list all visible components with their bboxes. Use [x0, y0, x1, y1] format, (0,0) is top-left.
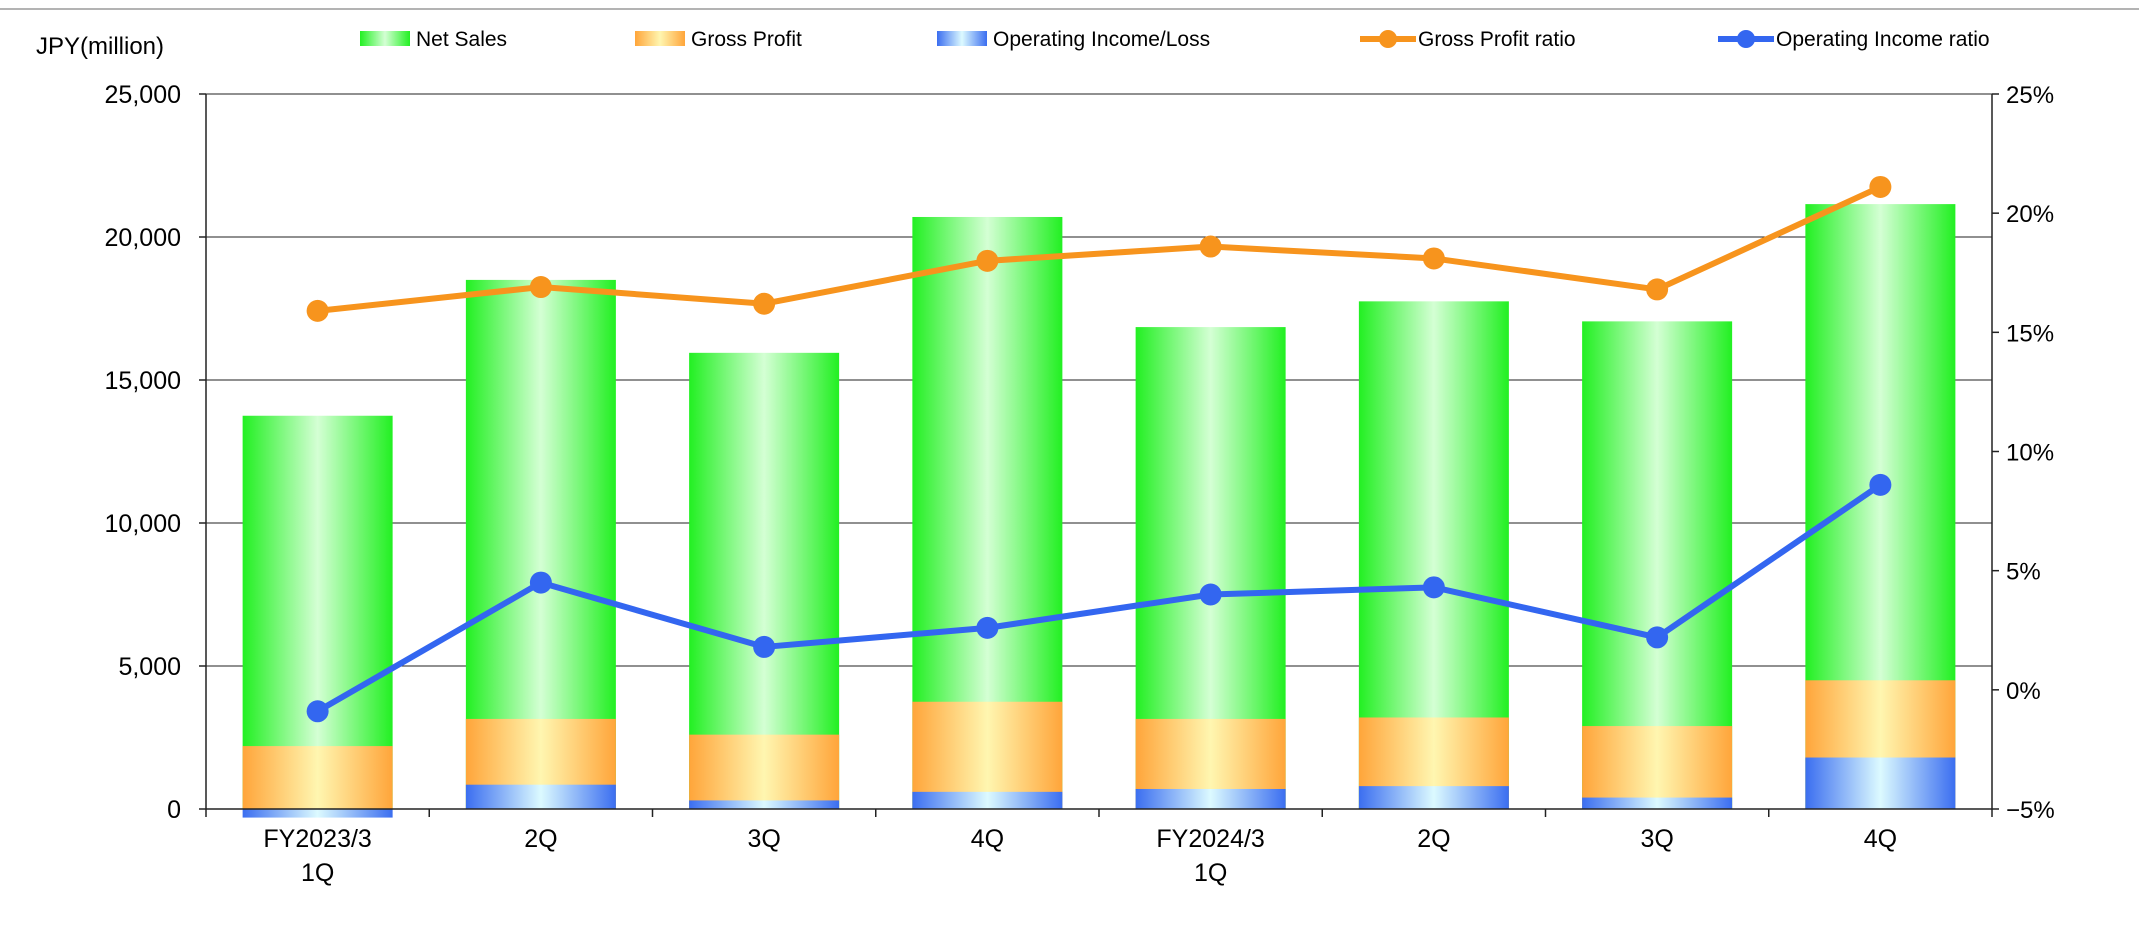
legend-label: Net Sales [416, 28, 507, 51]
legend: Net Sales Gross Profit Operating Income/Lo… [360, 28, 1990, 51]
left-tick-label: 20,000 [105, 224, 181, 252]
right-tick-label: 5% [2006, 559, 2041, 586]
net-sales-bar [242, 415, 393, 809]
operating-income-ratio-point [1869, 473, 1892, 496]
operating-income-ratio-point [529, 571, 552, 594]
operating-income-ratio-line [316, 482, 1883, 714]
right-tick-label: 0% [2006, 678, 2041, 705]
x-tick-label: 1Q [1194, 859, 1227, 887]
legend-marker [1379, 30, 1397, 48]
operating-income-ratio-point [1422, 576, 1445, 599]
legend-label: Operating Income/Loss [993, 28, 1210, 51]
gross-profit-ratio-point [976, 249, 999, 272]
ratio-lines [306, 175, 1892, 723]
x-tick-label: 4Q [971, 825, 1004, 853]
x-tick-label: 1Q [301, 859, 334, 887]
left-tick-label: 15,000 [105, 367, 181, 395]
net-sales-bar [689, 352, 840, 809]
gross-profit-ratio-point [1646, 278, 1669, 301]
right-tick-label: 20% [2006, 201, 2054, 228]
legend-swatch [635, 31, 685, 46]
operating-income-ratio-point [976, 616, 999, 639]
gross-profit-bar [1582, 726, 1733, 809]
legend-swatch [360, 31, 410, 46]
x-tick-label: 3Q [1640, 825, 1673, 853]
x-tick-label: 2Q [1417, 825, 1450, 853]
x-tick-label: 3Q [747, 825, 780, 853]
operating-income-bar [689, 800, 840, 809]
legend-label: Gross Profit ratio [1418, 28, 1576, 51]
bars [242, 204, 1956, 818]
x-tick-label: 2Q [524, 825, 557, 853]
operating-income-bar [1358, 786, 1509, 809]
left-tick-label: 5,000 [118, 653, 181, 681]
operating-income-bar [1582, 797, 1733, 809]
right-tick-label: −5% [2006, 797, 2055, 824]
gross-profit-bar [689, 734, 840, 809]
x-tick-label: FY2024/3 [1156, 825, 1264, 853]
gross-profit-ratio-line [317, 184, 1882, 314]
x-tick-label: 4Q [1864, 825, 1897, 853]
operating-income-ratio-point [753, 635, 776, 658]
right-tick-label: 15% [2006, 320, 2054, 347]
gross-profit-ratio-point [1422, 247, 1445, 270]
gross-profit-ratio-point [529, 276, 552, 299]
axes: 0 5,000 10,000 15,000 20,000 25,000 −5% 0% 5% 10%… [105, 81, 2055, 887]
gross-profit-ratio-point [753, 292, 776, 315]
legend-marker [1737, 30, 1755, 48]
operating-income-bar [1135, 788, 1286, 809]
operating-income-ratio-point [306, 700, 329, 723]
operating-income-bar [912, 791, 1063, 809]
gross-profit-bar [912, 701, 1063, 809]
legend-swatch [937, 31, 987, 46]
right-tick-label: 10% [2006, 440, 2054, 467]
gross-profit-bar [242, 746, 393, 809]
gross-profit-ratio-point [1199, 235, 1222, 258]
right-tick-label: 25% [2006, 82, 2054, 109]
x-tick-label: FY2023/3 [263, 825, 371, 853]
legend-label: Gross Profit [691, 28, 802, 51]
left-tick-label: 10,000 [105, 510, 181, 538]
operating-income-ratio-point [1199, 583, 1222, 606]
left-tick-label: 0 [167, 796, 181, 824]
gross-profit-ratio-point [306, 299, 329, 322]
operating-income-bar [1805, 757, 1956, 809]
left-tick-label: 25,000 [105, 81, 181, 109]
left-axis-unit-label: JPY(million) [36, 33, 164, 60]
operating-income-bar [242, 809, 393, 818]
legend-label: Operating Income ratio [1776, 28, 1990, 51]
operating-income-ratio-point [1646, 626, 1669, 649]
operating-income-bar [465, 784, 616, 809]
gross-profit-ratio-point [1869, 175, 1892, 198]
